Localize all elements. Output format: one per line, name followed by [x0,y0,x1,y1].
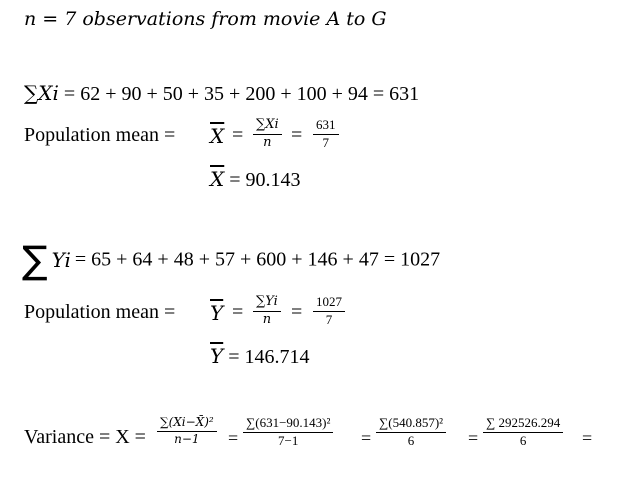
variance-frac2-den: 7−1 [278,432,299,448]
y-frac2-num: 1027 [313,294,345,312]
variance-frac1-den: n−1 [174,431,200,446]
y-result-line: Y = 146.714 [210,344,309,369]
y-sum-rhs: = 65 + 64 + 48 + 57 + 600 + 146 + 47 = 1… [74,248,441,271]
y-frac2-den: 7 [325,311,333,327]
y-frac1-den: n [262,311,272,327]
x-frac-sum-over-n: ∑Xi n [253,117,282,151]
variance-frac2-num: ∑(631−90.143)² [243,415,334,433]
y-sigma: ∑ [22,238,48,282]
x-sum-lhs: ∑Xi [24,81,59,105]
x-result: = 90.143 [229,169,301,191]
y-eq-2: = [291,301,303,323]
variance-frac-squared: ∑ 292526.294 6 [483,415,564,449]
x-eq-1: = [232,124,244,146]
x-sum-line: ∑Xi = 62 + 90 + 50 + 35 + 200 + 100 + 94… [24,81,419,106]
y-frac1-num: ∑Yi [253,294,281,312]
y-sum-var: Yi [51,248,71,272]
variance-eq-3: = [468,428,479,448]
x-sum-rhs: = 62 + 90 + 50 + 35 + 200 + 100 + 94 = 6… [63,83,420,105]
variance-frac3-den: 6 [407,432,415,448]
y-result: = 146.714 [228,346,310,368]
variance-frac-difference: ∑(540.857)² 6 [376,415,447,449]
y-bar-symbol-2: Y [210,344,224,368]
variance-eq-4: = [582,428,593,448]
x-result-line: X = 90.143 [210,167,301,192]
variance-frac3-num: ∑(540.857)² [376,415,447,433]
y-mean-label: Population mean = [24,301,176,323]
y-bar-symbol: Y [210,301,224,325]
x-frac1-den: n [263,134,272,150]
x-bar-symbol: X [210,124,225,148]
y-frac-sum-over-n: ∑Yi n [253,294,281,328]
x-frac-values: 631 7 [313,117,339,151]
variance-label: Variance = X = [24,426,146,448]
x-frac2-den: 7 [322,134,330,150]
x-bar-symbol-2: X [210,167,225,191]
variance-frac-substituted: ∑(631−90.143)² 7−1 [243,415,334,449]
variance-frac4-num: ∑ 292526.294 [483,415,564,433]
variance-frac4-den: 6 [519,432,527,448]
y-frac-values: 1027 7 [313,294,345,328]
variance-eq-2: = [361,428,372,448]
y-eq-1: = [232,301,244,323]
variance-frac-formula: ∑(Xi−X̄)² n−1 [157,415,217,447]
header-text: n = 7 observations from movie A to G [24,8,387,30]
variance-eq-1: = [228,428,239,448]
x-mean-label: Population mean = [24,124,176,146]
x-eq-2: = [291,124,303,146]
y-sum-line: ∑ Yi = 65 + 64 + 48 + 57 + 600 + 146 + 4… [22,238,440,282]
x-frac2-num: 631 [313,117,339,135]
x-frac1-num: ∑Xi [253,117,282,135]
variance-frac1-num: ∑(Xi−X̄)² [157,415,217,432]
